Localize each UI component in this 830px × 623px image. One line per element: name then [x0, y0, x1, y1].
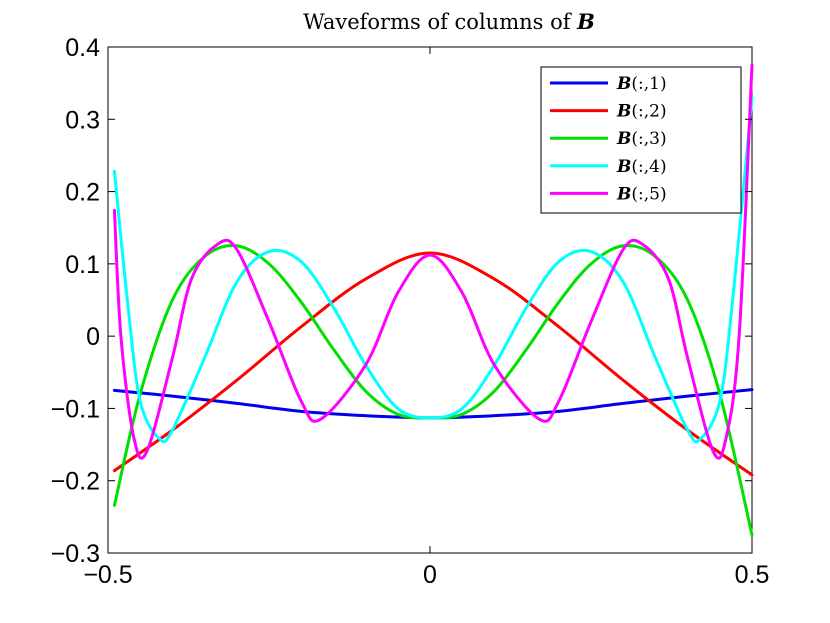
y-tick-label: −0.1 — [51, 395, 100, 423]
legend-suffix: (:,2) — [631, 102, 666, 122]
y-tick-label: 0.3 — [65, 106, 100, 134]
series-layer — [112, 63, 754, 537]
chart-title-text: Waveforms of columns of — [303, 10, 577, 34]
chart-title-symbol: B — [576, 9, 595, 34]
y-tick-label: 0.4 — [65, 34, 100, 62]
y-tick-label: 0.1 — [65, 251, 100, 279]
y-tick-label: −0.3 — [51, 540, 100, 568]
legend-suffix: (:,3) — [631, 129, 666, 149]
series-line-5 — [112, 63, 754, 460]
legend-label-4: B(:,4) — [616, 157, 667, 177]
legend-suffix: (:,1) — [631, 74, 666, 94]
legend-symbol: B — [616, 184, 631, 204]
series-line-4 — [112, 96, 754, 444]
legend-label-2: B(:,2) — [616, 102, 667, 122]
legend-label-5: B(:,5) — [616, 184, 667, 204]
legend-label-1: B(:,1) — [616, 74, 667, 94]
x-tick-label: −0.5 — [83, 561, 132, 589]
legend: B(:,1)B(:,2)B(:,3)B(:,4)B(:,5) — [540, 66, 742, 214]
y-tick-label: 0.2 — [65, 179, 100, 207]
legend-symbol: B — [616, 129, 631, 149]
legend-symbol: B — [616, 102, 631, 122]
x-tick-label: 0 — [423, 561, 437, 589]
x-tick-label: 0.5 — [735, 561, 770, 589]
legend-label-3: B(:,3) — [616, 129, 667, 149]
tick-layer: −0.5 0 0.5 −0.3 −0.2 −0.1 0 0.1 0.2 0.3 0.4 — [51, 34, 770, 589]
legend-suffix: (:,4) — [631, 157, 666, 177]
series-line-2 — [112, 251, 754, 477]
y-tick-label: 0 — [86, 323, 100, 351]
chart-title: Waveforms of columns of B — [303, 9, 595, 34]
legend-symbol: B — [616, 157, 631, 177]
legend-suffix: (:,5) — [631, 184, 666, 204]
legend-symbol: B — [616, 74, 631, 94]
legend-box — [540, 66, 742, 214]
y-tick-label: −0.2 — [51, 468, 100, 496]
